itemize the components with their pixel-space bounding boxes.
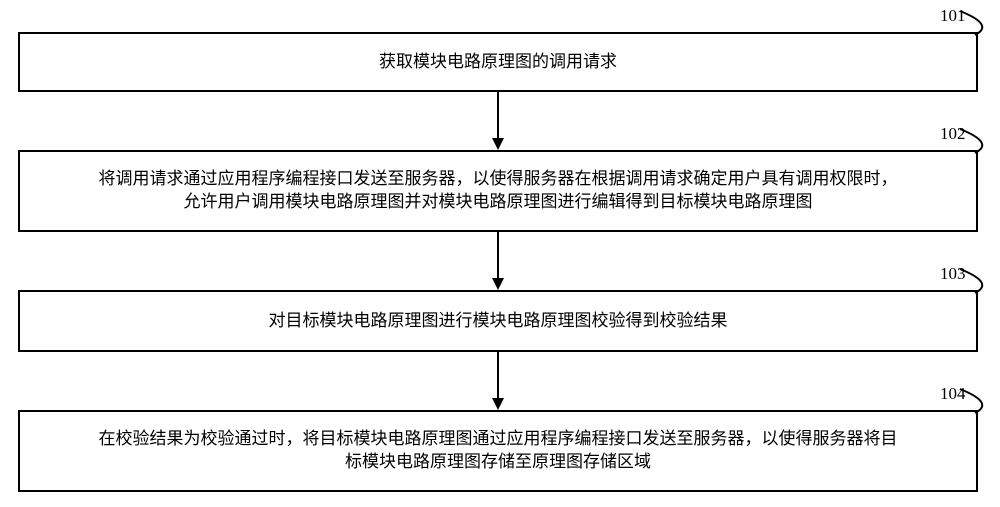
flow-step-text: 将调用请求通过应用程序编程接口发送至服务器，以使得服务器在根据调用请求确定用户具… <box>99 168 898 214</box>
flow-step-101: 获取模块电路原理图的调用请求 <box>18 32 978 92</box>
callout-103 <box>958 267 997 295</box>
arrow-101-to-102 <box>488 92 508 150</box>
flow-step-104: 在校验结果为校验通过时，将目标模块电路原理图通过应用程序编程接口发送至服务器，以… <box>18 410 978 492</box>
arrow-102-to-103 <box>488 232 508 290</box>
callout-104 <box>958 387 997 415</box>
arrow-103-to-104 <box>488 352 508 410</box>
flow-step-102: 将调用请求通过应用程序编程接口发送至服务器，以使得服务器在根据调用请求确定用户具… <box>18 150 978 232</box>
flow-step-text: 在校验结果为校验通过时，将目标模块电路原理图通过应用程序编程接口发送至服务器，以… <box>99 428 898 474</box>
flowchart-canvas: 获取模块电路原理图的调用请求101将调用请求通过应用程序编程接口发送至服务器，以… <box>0 0 1000 507</box>
callout-102 <box>958 127 997 155</box>
flow-step-text: 获取模块电路原理图的调用请求 <box>379 51 617 74</box>
callout-101 <box>958 9 997 37</box>
flow-step-text: 对目标模块电路原理图进行模块电路原理图校验得到校验结果 <box>269 310 728 333</box>
flow-step-103: 对目标模块电路原理图进行模块电路原理图校验得到校验结果 <box>18 290 978 352</box>
